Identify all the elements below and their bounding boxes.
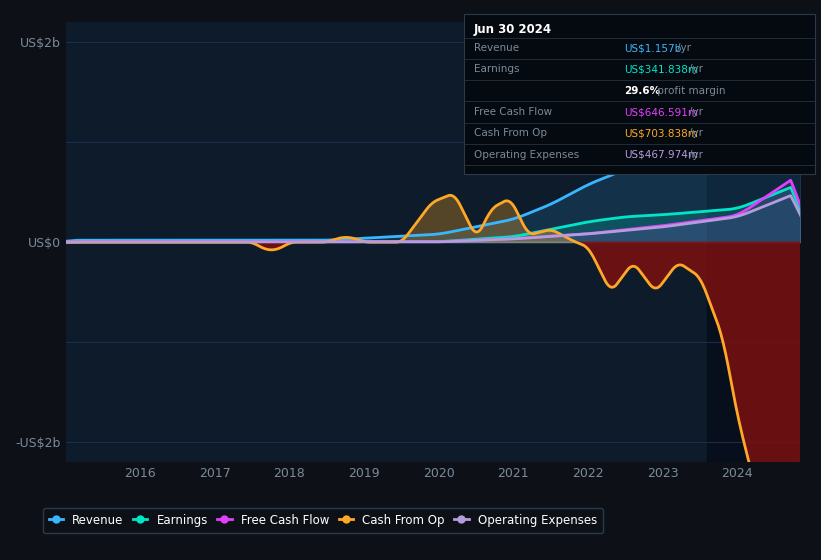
Text: US$646.591m: US$646.591m	[624, 107, 698, 117]
Text: Earnings: Earnings	[474, 64, 519, 74]
Text: /yr: /yr	[689, 107, 703, 117]
Text: US$703.838m: US$703.838m	[624, 128, 698, 138]
Text: Free Cash Flow: Free Cash Flow	[474, 107, 552, 117]
Text: Cash From Op: Cash From Op	[474, 128, 547, 138]
Legend: Revenue, Earnings, Free Cash Flow, Cash From Op, Operating Expenses: Revenue, Earnings, Free Cash Flow, Cash …	[43, 508, 603, 533]
Text: Jun 30 2024: Jun 30 2024	[474, 23, 552, 36]
Text: /yr: /yr	[689, 128, 703, 138]
Text: US$341.838m: US$341.838m	[624, 64, 698, 74]
Text: /yr: /yr	[689, 150, 703, 160]
Text: /yr: /yr	[689, 64, 703, 74]
Text: profit margin: profit margin	[654, 86, 725, 96]
Bar	[707, 22, 800, 462]
Text: US$1.157b: US$1.157b	[624, 43, 681, 53]
Text: US$467.974m: US$467.974m	[624, 150, 698, 160]
Text: /yr: /yr	[677, 43, 691, 53]
Text: Operating Expenses: Operating Expenses	[474, 150, 579, 160]
Text: Revenue: Revenue	[474, 43, 519, 53]
Text: 29.6%: 29.6%	[624, 86, 660, 96]
